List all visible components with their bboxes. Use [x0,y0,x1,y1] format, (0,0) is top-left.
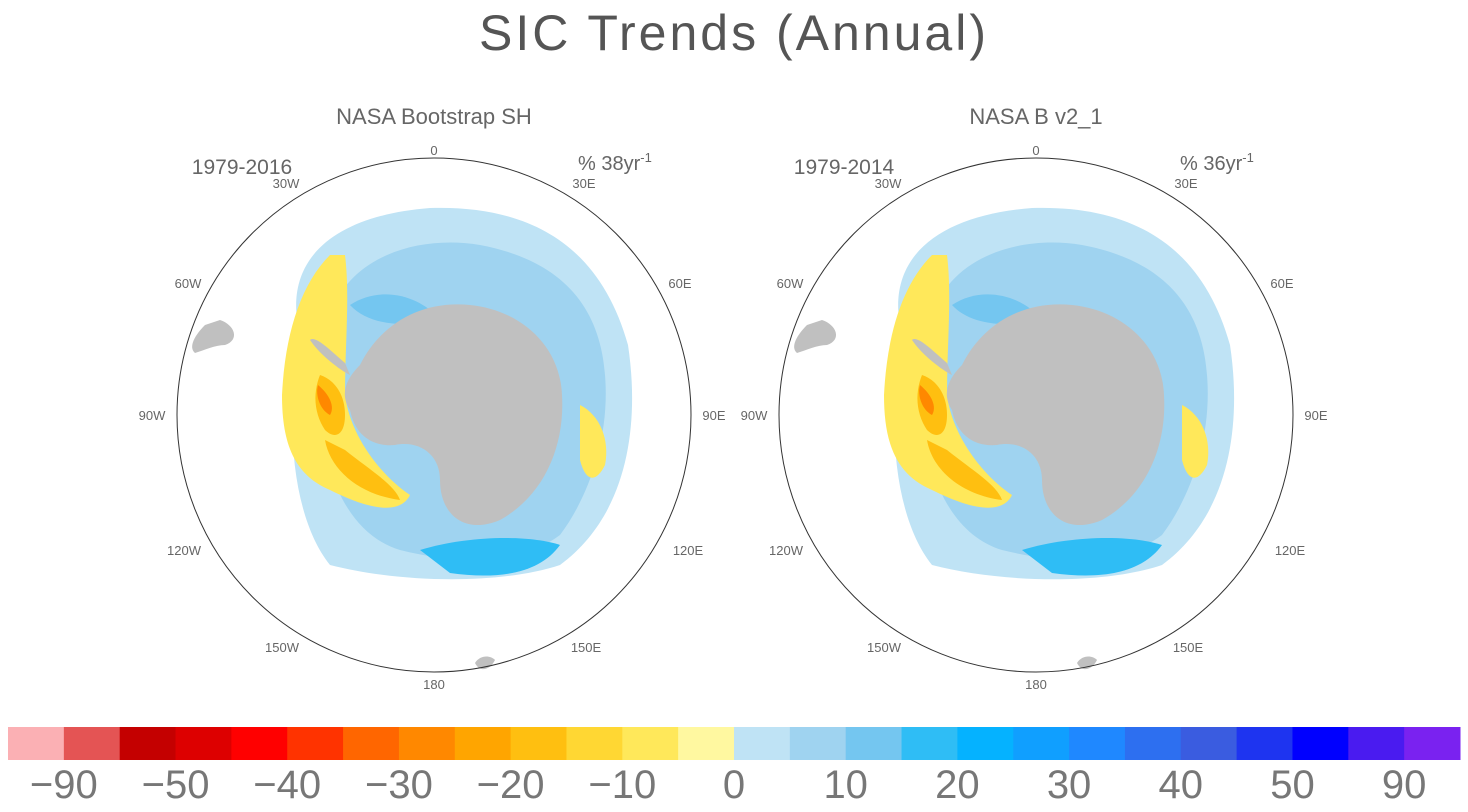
colorbar-swatch [845,727,903,760]
lon-label-150w: 150W [867,640,902,655]
panel-title: NASA Bootstrap SH [336,104,532,129]
lon-label-120w: 120W [769,543,804,558]
colorbar-label: −30 [365,763,433,807]
lon-label-30w: 30W [875,176,902,191]
colorbar-swatch [1404,727,1461,760]
colorbar-swatch [901,727,958,760]
map-panel-right: NASA B v2_1 1979-2014 % 36yr-1 0 30E 60E 90… [602,95,1336,715]
colorbar-swatch [398,727,456,760]
colorbar-swatch [566,727,623,760]
colorbar-swatch [957,727,1014,760]
colorbar-swatch [287,727,344,760]
lon-label-150e: 150E [571,640,602,655]
period-label: 1979-2014 [794,156,895,179]
colorbar-label: −40 [253,763,321,807]
lon-label-180: 180 [423,677,445,692]
colorbar-svg: −90 −50 −40 −30 −20 −10 0 10 20 30 40 50 90 [8,727,1461,807]
polar-map-left: NASA Bootstrap SH 1979-2016 % 38yr-1 0 30… [139,104,726,692]
period-label: 1979-2016 [192,156,292,179]
colorbar-label: 10 [823,763,868,807]
lon-label-30e: 30E [572,176,595,191]
colorbar-swatch [8,727,65,760]
lon-label-90e: 90E [702,408,725,423]
colorbar-swatch [1013,727,1070,760]
colorbar-label: 0 [723,763,745,807]
lon-label-150w: 150W [265,640,300,655]
lon-label-0: 0 [430,143,437,158]
colorbar-swatch [454,727,512,760]
map-panel-left: NASA Bootstrap SH 1979-2016 % 38yr-1 0 30… [0,95,734,715]
lon-label-90w: 90W [741,408,768,423]
lon-label-90e: 90E [1304,408,1327,423]
colorbar-swatch [343,727,400,760]
lon-label-30e: 30E [1174,176,1197,191]
colorbar-swatch [789,727,847,760]
colorbar-swatch [734,727,791,760]
map-content: 0 30E 60E 90E 120E 150E 180 150W 120W 90W 60W 30W [139,143,726,692]
colorbar-swatch [119,727,177,760]
colorbar-swatch [175,727,232,760]
lon-label-180: 180 [1025,677,1047,692]
colorbar-label: −90 [30,763,98,807]
colorbar-label: −20 [477,763,545,807]
units-label: % 36yr-1 [1180,150,1254,175]
lon-label-60w: 60W [777,276,804,291]
figure-title: SIC Trends (Annual) [479,5,989,61]
colorbar-swatch [622,727,679,760]
polar-map-right: NASA B v2_1 1979-2014 % 36yr-1 0 30E 60E 90… [741,104,1328,692]
colorbar-swatch [1236,727,1293,760]
colorbar-label: 50 [1270,763,1315,807]
lon-label-60e: 60E [1270,276,1293,291]
lon-label-120w: 120W [167,543,202,558]
colorbar-label: −50 [142,763,210,807]
colorbar-swatch [63,727,121,760]
colorbar-swatch [678,727,735,760]
lon-label-0: 0 [1032,143,1039,158]
lon-label-60w: 60W [175,276,202,291]
lon-label-90w: 90W [139,408,166,423]
map-content: 0 30E 60E 90E 120E 150E 180 150W 120W 90W 60W 30W [741,143,1328,692]
colorbar-label: 40 [1159,763,1204,807]
colorbar-label: 30 [1047,763,1092,807]
colorbar-swatch [231,727,288,760]
colorbar-swatch [510,727,567,760]
lon-label-30w: 30W [273,176,300,191]
colorbar-swatch [1348,727,1405,760]
colorbar-swatch [1180,727,1238,760]
colorbar-label: −10 [588,763,656,807]
colorbar: −90 −50 −40 −30 −20 −10 0 10 20 30 40 50 90 [0,722,1468,807]
colorbar-label: 20 [935,763,980,807]
lon-label-120e: 120E [1275,543,1306,558]
lon-label-120e: 120E [673,543,704,558]
units-label: % 38yr-1 [578,150,652,175]
panel-title: NASA B v2_1 [969,104,1102,129]
lon-label-60e: 60E [668,276,691,291]
colorbar-swatch [1124,727,1182,760]
lon-label-150e: 150E [1173,640,1204,655]
colorbar-swatch [1069,727,1126,760]
colorbar-swatch [1292,727,1349,760]
colorbar-label: 90 [1382,763,1427,807]
